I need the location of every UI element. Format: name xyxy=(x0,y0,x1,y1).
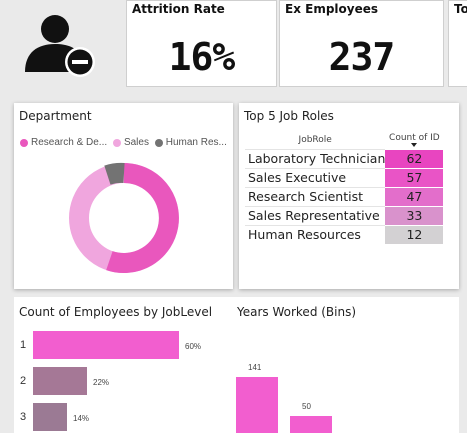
legend-label: Sales xyxy=(123,137,149,148)
table-row[interactable]: Sales Executive 57 xyxy=(245,167,444,187)
count-cell: 62 xyxy=(385,148,444,168)
legend-item-research[interactable]: Research & De... xyxy=(20,137,107,148)
legend-label: Research & De... xyxy=(31,137,108,148)
count-cell: 33 xyxy=(385,205,444,225)
table-row[interactable]: Laboratory Technician 62 xyxy=(245,148,444,168)
legend: Research & De... Sales Human Res... xyxy=(20,137,230,150)
bar[interactable] xyxy=(290,416,332,433)
department-donut[interactable] xyxy=(68,162,180,274)
role-cell: Sales Executive xyxy=(245,167,386,187)
kpi-card-cut-off: To xyxy=(448,0,467,87)
kpi-card-ex-employees: Ex Employees 237 xyxy=(279,0,444,87)
kpi-title: Ex Employees xyxy=(285,2,379,16)
bar[interactable] xyxy=(236,377,278,433)
category-label: 1 xyxy=(20,339,27,351)
data-label: 14% xyxy=(73,414,90,423)
visual-title: Top 5 Job Roles xyxy=(244,109,334,123)
bar[interactable] xyxy=(33,331,179,359)
role-cell: Research Scientist xyxy=(245,186,386,206)
legend-item-sales[interactable]: Sales xyxy=(112,137,149,148)
data-label: 22% xyxy=(93,378,110,387)
job-roles-table: JobRole Count of ID Laboratory Technicia… xyxy=(245,131,444,244)
column-header-jobrole[interactable]: JobRole xyxy=(245,131,385,149)
kpi-value: 237 xyxy=(328,35,396,79)
category-label: 2 xyxy=(20,375,27,387)
kpi-title: To xyxy=(454,2,467,16)
category-label: 3 xyxy=(20,411,27,423)
visual-title: Years Worked (Bins) xyxy=(237,305,357,319)
data-label: 50 xyxy=(302,402,311,411)
years-worked-visual[interactable]: Years Worked (Bins) 141 50 xyxy=(229,297,459,433)
table-row[interactable]: Human Resources 12 xyxy=(245,224,444,244)
visual-title: Department xyxy=(19,109,92,123)
kpi-value: 16% xyxy=(168,35,236,79)
data-label: 141 xyxy=(248,363,262,372)
column-header-label: Count of ID xyxy=(389,132,440,143)
user-remove-icon xyxy=(20,12,102,80)
legend-item-hr[interactable]: Human Res... xyxy=(154,137,227,148)
legend-dot xyxy=(20,138,28,147)
department-visual[interactable]: Department Research & De... Sales Human … xyxy=(14,103,233,289)
table-row[interactable]: Research Scientist 47 xyxy=(245,186,444,206)
bar[interactable] xyxy=(33,367,87,395)
role-cell: Sales Representative xyxy=(245,205,386,225)
column-header-label: JobRole xyxy=(298,134,332,145)
kpi-card-attrition-rate: Attrition Rate 16% xyxy=(126,0,277,87)
count-cell: 47 xyxy=(385,186,444,206)
data-label: 60% xyxy=(185,342,202,351)
column-header-count[interactable]: Count of ID xyxy=(385,131,443,149)
job-roles-visual[interactable]: Top 5 Job Roles JobRole Count of ID Labo… xyxy=(239,103,459,289)
legend-label: Human Res... xyxy=(165,137,227,148)
table-row[interactable]: Sales Representative 33 xyxy=(245,205,444,225)
count-cell: 12 xyxy=(385,224,444,244)
role-cell: Laboratory Technician xyxy=(245,148,386,168)
count-cell: 57 xyxy=(385,167,444,187)
bar[interactable] xyxy=(33,403,67,431)
visual-title: Count of Employees by JobLevel xyxy=(19,305,213,319)
role-cell: Human Resources xyxy=(245,224,386,244)
joblevel-visual[interactable]: Count of Employees by JobLevel 1 60% 2 22% 3… xyxy=(14,297,229,433)
sort-descending-icon xyxy=(411,142,418,147)
legend-dot xyxy=(154,138,163,147)
legend-dot xyxy=(112,138,121,147)
kpi-title: Attrition Rate xyxy=(132,2,225,16)
